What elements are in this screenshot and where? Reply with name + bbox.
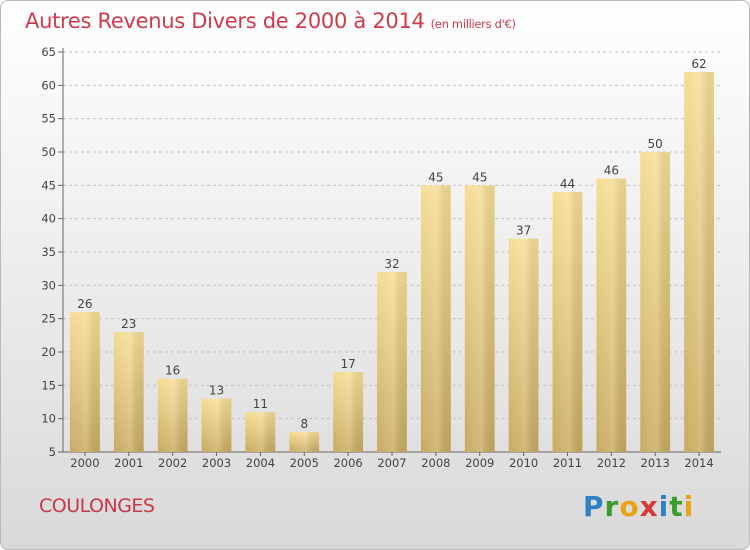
y-tick-label: 50: [41, 145, 56, 159]
x-tick-label: 2011: [553, 456, 582, 470]
x-tick-label: 2009: [465, 456, 494, 470]
logo-letter: r: [604, 490, 620, 523]
bars: [70, 72, 714, 453]
bar-highlight: [508, 238, 539, 452]
bar-highlight: [377, 272, 407, 452]
x-tick-label: 2005: [290, 456, 319, 470]
y-tick-label: 5: [49, 445, 56, 459]
bar-highlight: [289, 432, 320, 452]
x-tick-label: 2014: [684, 456, 713, 470]
y-tick-label: 45: [41, 178, 56, 192]
y-tick-label: 60: [41, 78, 56, 92]
value-label: 37: [516, 224, 531, 238]
y-tick-label: 65: [41, 45, 56, 59]
logo-letter: i: [658, 490, 670, 523]
x-tick-label: 2004: [246, 456, 275, 470]
bar-highlight: [552, 192, 583, 452]
bar-highlight: [596, 178, 627, 452]
x-tick-label: 2008: [421, 456, 450, 470]
labels: 2000 26 2001 23 2002 16 2003 13 2004 11 2005 8 2006 1…: [70, 57, 713, 470]
value-label: 26: [77, 297, 92, 311]
logo-letter: P: [583, 490, 605, 523]
x-tick-label: 2000: [70, 456, 99, 470]
value-label: 45: [428, 170, 443, 184]
value-label: 62: [691, 57, 706, 71]
x-tick-label: 2013: [641, 456, 670, 470]
logo-letter: i: [683, 490, 695, 523]
x-tick-label: 2001: [114, 456, 143, 470]
chart-title: Autres Revenus Divers de 2000 à 2014 (en …: [25, 9, 516, 33]
bar-highlight: [333, 372, 364, 452]
logo-letter: x: [639, 490, 659, 523]
y-tick-label: 40: [41, 212, 56, 226]
logo-letter: t: [669, 490, 684, 523]
value-label: 50: [648, 137, 663, 151]
y-tick-label: 25: [41, 312, 56, 326]
x-tick-label: 2012: [597, 456, 626, 470]
value-label: 45: [472, 170, 487, 184]
y-tick-label: 10: [41, 412, 56, 426]
value-label: 32: [384, 257, 399, 271]
x-tick-label: 2002: [158, 456, 187, 470]
bar-highlight: [464, 185, 495, 453]
proxiti-logo: Proxiti: [583, 490, 694, 523]
bar-highlight: [640, 152, 671, 452]
y-tick-label: 20: [41, 345, 56, 359]
bar-highlight: [684, 72, 714, 452]
y-tick-label: 15: [41, 378, 56, 392]
bar-highlight: [201, 398, 232, 452]
value-label: 16: [165, 364, 180, 378]
value-label: 13: [209, 384, 224, 398]
value-label: 17: [340, 357, 355, 371]
value-label: 46: [604, 164, 619, 178]
y-tick-label: 30: [41, 278, 56, 292]
x-tick-label: 2010: [509, 456, 538, 470]
value-label: 44: [560, 177, 575, 191]
bar-highlight: [113, 332, 144, 452]
commune-name: COULONGES: [39, 495, 155, 517]
bar-highlight: [157, 378, 188, 452]
y-tick-label: 35: [41, 245, 56, 259]
logo-letter: o: [619, 490, 640, 523]
x-tick-label: 2007: [377, 456, 406, 470]
x-tick-label: 2006: [333, 456, 362, 470]
bar-highlight: [245, 412, 276, 452]
value-label: 11: [253, 397, 268, 411]
chart-title-main: Autres Revenus Divers de 2000 à 2014: [25, 9, 425, 33]
x-tick-label: 2003: [202, 456, 231, 470]
y-tick-label: 55: [41, 112, 56, 126]
bar-highlight: [420, 185, 451, 453]
chart-title-unit: (en milliers d'€): [430, 17, 516, 31]
value-label: 8: [300, 417, 308, 431]
bar-highlight: [70, 312, 100, 452]
value-label: 23: [121, 317, 136, 331]
